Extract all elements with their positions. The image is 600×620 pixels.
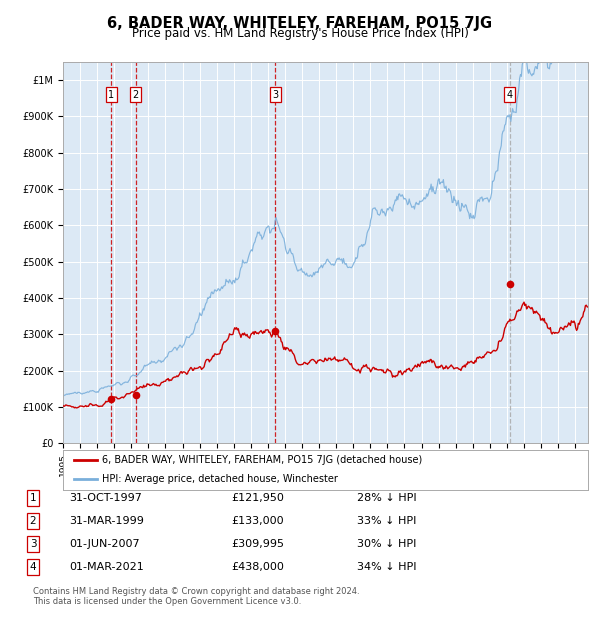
Text: 4: 4: [507, 90, 513, 100]
Text: 6, BADER WAY, WHITELEY, FAREHAM, PO15 7JG: 6, BADER WAY, WHITELEY, FAREHAM, PO15 7J…: [107, 16, 493, 31]
Text: Contains HM Land Registry data © Crown copyright and database right 2024.: Contains HM Land Registry data © Crown c…: [33, 587, 359, 596]
Text: £438,000: £438,000: [231, 562, 284, 572]
Text: 31-OCT-1997: 31-OCT-1997: [69, 493, 142, 503]
Text: 6, BADER WAY, WHITELEY, FAREHAM, PO15 7JG (detached house): 6, BADER WAY, WHITELEY, FAREHAM, PO15 7J…: [103, 455, 422, 466]
Text: 34% ↓ HPI: 34% ↓ HPI: [357, 562, 416, 572]
Text: 3: 3: [272, 90, 278, 100]
Text: Price paid vs. HM Land Registry's House Price Index (HPI): Price paid vs. HM Land Registry's House …: [131, 27, 469, 40]
Text: 3: 3: [29, 539, 37, 549]
Text: £121,950: £121,950: [231, 493, 284, 503]
Text: 1: 1: [108, 90, 115, 100]
Text: 01-JUN-2007: 01-JUN-2007: [69, 539, 140, 549]
Text: 2: 2: [133, 90, 139, 100]
Text: 2: 2: [29, 516, 37, 526]
Text: HPI: Average price, detached house, Winchester: HPI: Average price, detached house, Winc…: [103, 474, 338, 484]
Text: 30% ↓ HPI: 30% ↓ HPI: [357, 539, 416, 549]
Text: 31-MAR-1999: 31-MAR-1999: [69, 516, 144, 526]
Text: 4: 4: [29, 562, 37, 572]
Text: £309,995: £309,995: [231, 539, 284, 549]
Text: 01-MAR-2021: 01-MAR-2021: [69, 562, 144, 572]
Text: 1: 1: [29, 493, 37, 503]
Text: £133,000: £133,000: [231, 516, 284, 526]
Text: This data is licensed under the Open Government Licence v3.0.: This data is licensed under the Open Gov…: [33, 597, 301, 606]
Text: 33% ↓ HPI: 33% ↓ HPI: [357, 516, 416, 526]
Text: 28% ↓ HPI: 28% ↓ HPI: [357, 493, 416, 503]
